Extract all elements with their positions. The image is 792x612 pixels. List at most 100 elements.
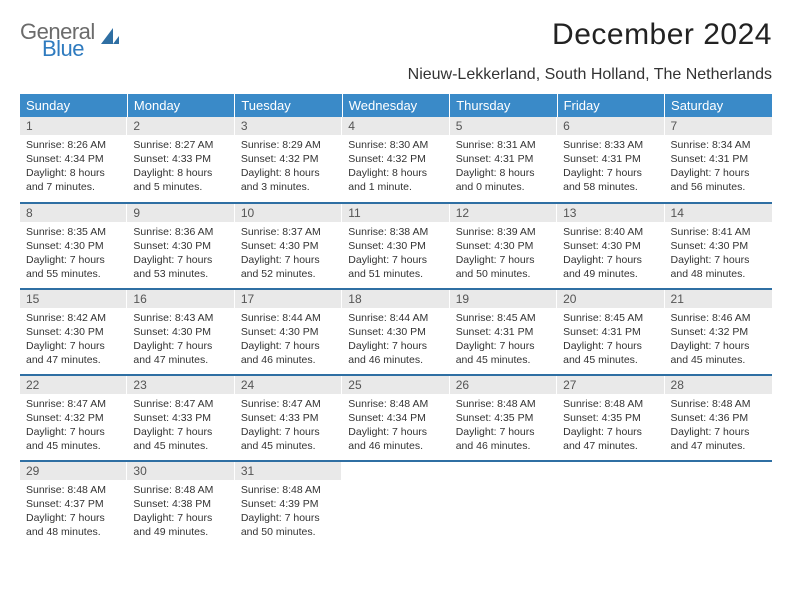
calendar-week-row: 1Sunrise: 8:26 AMSunset: 4:34 PMDaylight… [20, 117, 772, 203]
sunrise-text: Sunrise: 8:46 AM [671, 311, 766, 325]
calendar-day-cell: 9Sunrise: 8:36 AMSunset: 4:30 PMDaylight… [127, 203, 234, 289]
calendar-day-cell: 29Sunrise: 8:48 AMSunset: 4:37 PMDayligh… [20, 461, 127, 547]
calendar-day-cell: 22Sunrise: 8:47 AMSunset: 4:32 PMDayligh… [20, 375, 127, 461]
location-subtitle: Nieuw-Lekkerland, South Holland, The Net… [20, 66, 772, 84]
sunset-text: Sunset: 4:35 PM [456, 411, 551, 425]
day-body: Sunrise: 8:31 AMSunset: 4:31 PMDaylight:… [450, 135, 557, 199]
day-number: 22 [20, 376, 127, 394]
day-number: 2 [127, 117, 234, 135]
sunrise-text: Sunrise: 8:43 AM [133, 311, 228, 325]
sunrise-text: Sunrise: 8:33 AM [563, 138, 658, 152]
daylight-text: Daylight: 7 hours and 47 minutes. [133, 339, 228, 367]
sunset-text: Sunset: 4:30 PM [26, 239, 121, 253]
daylight-text: Daylight: 8 hours and 1 minute. [348, 166, 443, 194]
daylight-text: Daylight: 7 hours and 55 minutes. [26, 253, 121, 281]
calendar-day-cell: 28Sunrise: 8:48 AMSunset: 4:36 PMDayligh… [665, 375, 772, 461]
day-body: Sunrise: 8:48 AMSunset: 4:34 PMDaylight:… [342, 394, 449, 458]
day-number: 6 [557, 117, 664, 135]
calendar-day-cell: 10Sunrise: 8:37 AMSunset: 4:30 PMDayligh… [235, 203, 342, 289]
calendar-day-cell: 16Sunrise: 8:43 AMSunset: 4:30 PMDayligh… [127, 289, 234, 375]
day-number: 10 [235, 204, 342, 222]
sunset-text: Sunset: 4:31 PM [456, 325, 551, 339]
day-body: Sunrise: 8:46 AMSunset: 4:32 PMDaylight:… [665, 308, 772, 372]
sunrise-text: Sunrise: 8:41 AM [671, 225, 766, 239]
day-number: 9 [127, 204, 234, 222]
weekday-header-row: SundayMondayTuesdayWednesdayThursdayFrid… [20, 94, 772, 117]
day-body: Sunrise: 8:27 AMSunset: 4:33 PMDaylight:… [127, 135, 234, 199]
day-number: 18 [342, 290, 449, 308]
sunset-text: Sunset: 4:36 PM [671, 411, 766, 425]
calendar-day-cell: 11Sunrise: 8:38 AMSunset: 4:30 PMDayligh… [342, 203, 449, 289]
calendar-day-cell: 7Sunrise: 8:34 AMSunset: 4:31 PMDaylight… [665, 117, 772, 203]
day-body: Sunrise: 8:48 AMSunset: 4:38 PMDaylight:… [127, 480, 234, 544]
weekday-header: Friday [557, 94, 664, 117]
day-body: Sunrise: 8:44 AMSunset: 4:30 PMDaylight:… [235, 308, 342, 372]
calendar-day-cell: 4Sunrise: 8:30 AMSunset: 4:32 PMDaylight… [342, 117, 449, 203]
calendar-day-cell: 26Sunrise: 8:48 AMSunset: 4:35 PMDayligh… [450, 375, 557, 461]
daylight-text: Daylight: 7 hours and 46 minutes. [456, 425, 551, 453]
day-number: 16 [127, 290, 234, 308]
sunset-text: Sunset: 4:32 PM [26, 411, 121, 425]
weekday-header: Wednesday [342, 94, 449, 117]
sunset-text: Sunset: 4:33 PM [133, 411, 228, 425]
sunset-text: Sunset: 4:37 PM [26, 497, 121, 511]
daylight-text: Daylight: 7 hours and 50 minutes. [456, 253, 551, 281]
sunrise-text: Sunrise: 8:48 AM [26, 483, 121, 497]
day-body: Sunrise: 8:44 AMSunset: 4:30 PMDaylight:… [342, 308, 449, 372]
sunrise-text: Sunrise: 8:47 AM [133, 397, 228, 411]
day-number: 14 [665, 204, 772, 222]
sunset-text: Sunset: 4:30 PM [348, 239, 443, 253]
sunrise-text: Sunrise: 8:30 AM [348, 138, 443, 152]
calendar-day-cell: 3Sunrise: 8:29 AMSunset: 4:32 PMDaylight… [235, 117, 342, 203]
daylight-text: Daylight: 7 hours and 46 minutes. [348, 339, 443, 367]
sunset-text: Sunset: 4:30 PM [563, 239, 658, 253]
daylight-text: Daylight: 7 hours and 49 minutes. [563, 253, 658, 281]
daylight-text: Daylight: 8 hours and 5 minutes. [133, 166, 228, 194]
day-number: 20 [557, 290, 664, 308]
day-number: 7 [665, 117, 772, 135]
daylight-text: Daylight: 8 hours and 0 minutes. [456, 166, 551, 194]
sunset-text: Sunset: 4:31 PM [456, 152, 551, 166]
calendar-day-cell: 8Sunrise: 8:35 AMSunset: 4:30 PMDaylight… [20, 203, 127, 289]
day-body: Sunrise: 8:45 AMSunset: 4:31 PMDaylight:… [557, 308, 664, 372]
weekday-header: Monday [127, 94, 234, 117]
calendar-day-cell: 30Sunrise: 8:48 AMSunset: 4:38 PMDayligh… [127, 461, 234, 547]
day-body: Sunrise: 8:47 AMSunset: 4:32 PMDaylight:… [20, 394, 127, 458]
day-number: 23 [127, 376, 234, 394]
calendar-day-cell: 5Sunrise: 8:31 AMSunset: 4:31 PMDaylight… [450, 117, 557, 203]
month-title: December 2024 [552, 18, 772, 52]
calendar-table: SundayMondayTuesdayWednesdayThursdayFrid… [20, 94, 772, 547]
day-number: 5 [450, 117, 557, 135]
sunrise-text: Sunrise: 8:40 AM [563, 225, 658, 239]
sunrise-text: Sunrise: 8:45 AM [563, 311, 658, 325]
day-number: 25 [342, 376, 449, 394]
day-body: Sunrise: 8:42 AMSunset: 4:30 PMDaylight:… [20, 308, 127, 372]
day-body: Sunrise: 8:36 AMSunset: 4:30 PMDaylight:… [127, 222, 234, 286]
day-number: 21 [665, 290, 772, 308]
brand-logo: General Blue [20, 18, 121, 60]
daylight-text: Daylight: 7 hours and 47 minutes. [671, 425, 766, 453]
sunset-text: Sunset: 4:33 PM [241, 411, 336, 425]
calendar-day-cell: 27Sunrise: 8:48 AMSunset: 4:35 PMDayligh… [557, 375, 664, 461]
calendar-day-cell: 20Sunrise: 8:45 AMSunset: 4:31 PMDayligh… [557, 289, 664, 375]
day-body: Sunrise: 8:43 AMSunset: 4:30 PMDaylight:… [127, 308, 234, 372]
sunset-text: Sunset: 4:30 PM [671, 239, 766, 253]
sunrise-text: Sunrise: 8:44 AM [348, 311, 443, 325]
calendar-day-cell: 6Sunrise: 8:33 AMSunset: 4:31 PMDaylight… [557, 117, 664, 203]
day-number: 29 [20, 462, 127, 480]
day-body: Sunrise: 8:48 AMSunset: 4:39 PMDaylight:… [235, 480, 342, 544]
sunrise-text: Sunrise: 8:36 AM [133, 225, 228, 239]
sunset-text: Sunset: 4:38 PM [133, 497, 228, 511]
brand-sail-icon [99, 26, 121, 48]
sunrise-text: Sunrise: 8:48 AM [563, 397, 658, 411]
sunset-text: Sunset: 4:30 PM [133, 239, 228, 253]
weekday-header: Saturday [665, 94, 772, 117]
daylight-text: Daylight: 7 hours and 50 minutes. [241, 511, 336, 539]
day-number: 26 [450, 376, 557, 394]
sunset-text: Sunset: 4:30 PM [241, 325, 336, 339]
day-body: Sunrise: 8:37 AMSunset: 4:30 PMDaylight:… [235, 222, 342, 286]
calendar-day-cell: 15Sunrise: 8:42 AMSunset: 4:30 PMDayligh… [20, 289, 127, 375]
day-number: 28 [665, 376, 772, 394]
daylight-text: Daylight: 7 hours and 56 minutes. [671, 166, 766, 194]
day-number: 8 [20, 204, 127, 222]
